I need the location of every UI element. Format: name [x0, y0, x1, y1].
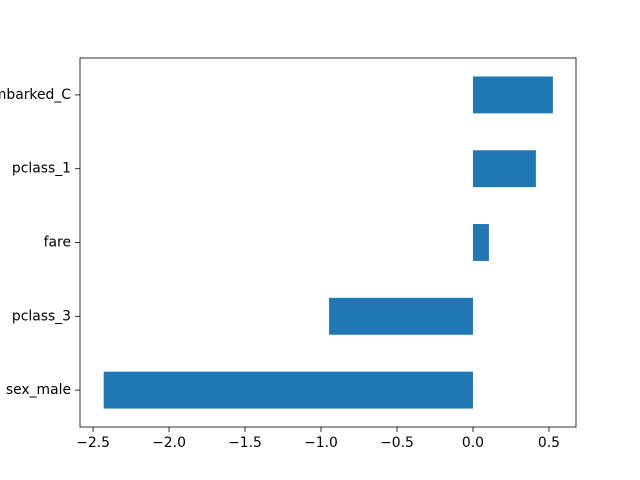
x-tick-label: 0.0: [462, 435, 484, 451]
axes-frame: [79, 57, 577, 428]
x-tick-label: −2.0: [152, 435, 186, 451]
bar: [472, 76, 553, 114]
y-tick-label: embarked_C: [0, 87, 71, 103]
x-tick-label: −2.5: [76, 435, 110, 451]
x-tick-label: −1.0: [304, 435, 338, 451]
y-tick-label: fare: [44, 235, 71, 251]
y-tick-label: pclass_3: [12, 308, 71, 324]
y-tick-label: sex_male: [6, 382, 71, 398]
x-tick-label: 0.5: [538, 435, 560, 451]
y-tick-label: pclass_1: [12, 161, 71, 177]
bar: [472, 224, 489, 261]
x-tick-label: −0.5: [380, 435, 414, 451]
x-tick-label: −1.5: [228, 435, 262, 451]
bar: [472, 150, 536, 188]
bar: [329, 297, 473, 335]
bar: [103, 371, 473, 409]
